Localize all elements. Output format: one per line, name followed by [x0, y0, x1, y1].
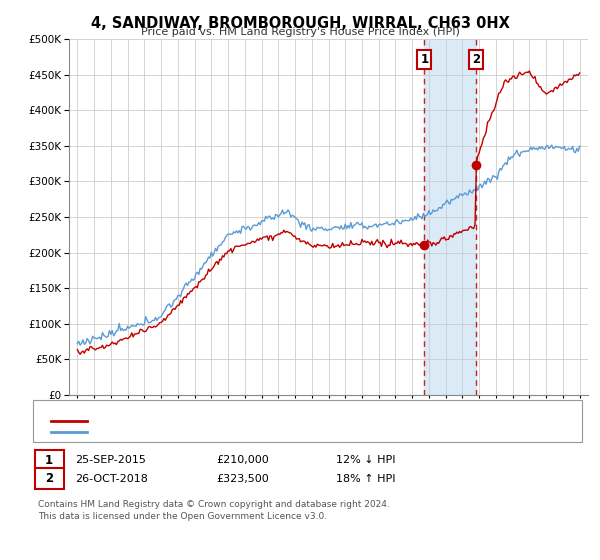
- Text: Contains HM Land Registry data © Crown copyright and database right 2024.
This d: Contains HM Land Registry data © Crown c…: [38, 500, 389, 521]
- Text: 4, SANDIWAY, BROMBOROUGH, WIRRAL, CH63 0HX: 4, SANDIWAY, BROMBOROUGH, WIRRAL, CH63 0…: [91, 16, 509, 31]
- Text: 26-OCT-2018: 26-OCT-2018: [75, 474, 148, 484]
- Text: 1: 1: [45, 454, 53, 467]
- Text: £210,000: £210,000: [216, 455, 269, 465]
- Text: Price paid vs. HM Land Registry's House Price Index (HPI): Price paid vs. HM Land Registry's House …: [140, 27, 460, 37]
- Text: 25-SEP-2015: 25-SEP-2015: [75, 455, 146, 465]
- Text: 2: 2: [45, 472, 53, 486]
- Text: 2: 2: [472, 53, 480, 66]
- Text: 1: 1: [421, 53, 428, 66]
- Text: HPI: Average price, detached house, Wirral: HPI: Average price, detached house, Wirr…: [93, 427, 317, 437]
- Text: 4, SANDIWAY, BROMBOROUGH, WIRRAL, CH63 0HX (detached house): 4, SANDIWAY, BROMBOROUGH, WIRRAL, CH63 0…: [93, 416, 454, 426]
- Text: £323,500: £323,500: [216, 474, 269, 484]
- Text: 18% ↑ HPI: 18% ↑ HPI: [336, 474, 395, 484]
- Bar: [424, 39, 476, 395]
- Text: 12% ↓ HPI: 12% ↓ HPI: [336, 455, 395, 465]
